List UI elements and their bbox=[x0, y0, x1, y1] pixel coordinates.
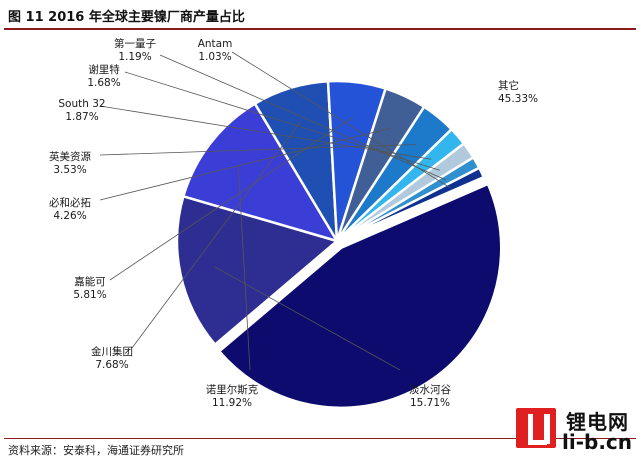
slice-name-label-6: 英美资源 bbox=[49, 150, 91, 163]
leader-line-9 bbox=[159, 54, 446, 181]
watermark-logo: 锂电网 li-b.cn bbox=[512, 404, 636, 456]
source-rule bbox=[4, 438, 636, 439]
slice-value-label-0: 45.33% bbox=[498, 93, 538, 105]
slice-name-label-9: 第一量子 bbox=[114, 37, 156, 50]
slice-name-label-8: 谢里特 bbox=[88, 63, 120, 76]
slice-value-label-6: 3.53% bbox=[53, 164, 86, 176]
watermark-text-top: 锂电网 bbox=[566, 410, 629, 434]
slice-value-label-9: 1.19% bbox=[118, 51, 151, 63]
slice-value-label-10: 1.03% bbox=[198, 51, 231, 63]
slice-value-label-2: 11.92% bbox=[212, 397, 252, 409]
slice-name-label-4: 嘉能可 bbox=[74, 275, 106, 288]
watermark-text-bottom: li-b.cn bbox=[562, 430, 633, 454]
slice-name-label-2: 诺里尔斯克 bbox=[206, 383, 259, 396]
pie-slice-2 bbox=[181, 101, 340, 244]
pie-slices bbox=[175, 79, 503, 409]
slice-name-label-5: 必和必拓 bbox=[49, 196, 91, 209]
slice-name-label-3: 金川集团 bbox=[91, 345, 133, 358]
slice-value-label-7: 1.87% bbox=[65, 111, 98, 123]
slice-name-label-10: Antam bbox=[198, 38, 233, 50]
leader-line-1 bbox=[214, 266, 401, 371]
slice-name-label-1: 淡水河谷 bbox=[409, 384, 451, 396]
leader-line-4 bbox=[109, 116, 353, 281]
source-note: 资料来源：安泰科，海通证券研究所 bbox=[8, 444, 184, 457]
slice-value-label-4: 5.81% bbox=[73, 289, 106, 301]
figure-title: 图 11 2016 年全球主要镍厂商产量占比 bbox=[8, 10, 245, 25]
pie-slice-0 bbox=[217, 182, 503, 409]
leader-line-2 bbox=[237, 164, 251, 371]
leader-line-10 bbox=[231, 51, 450, 188]
slice-name-label-0: 其它 bbox=[498, 79, 519, 92]
watermark-icon bbox=[516, 408, 556, 448]
slice-value-label-3: 7.68% bbox=[95, 359, 128, 371]
leader-line-3 bbox=[131, 121, 301, 349]
title-rule bbox=[4, 28, 636, 30]
slice-value-label-5: 4.26% bbox=[53, 210, 86, 222]
slice-value-label-1: 15.71% bbox=[410, 397, 450, 409]
slice-value-label-8: 1.68% bbox=[87, 77, 120, 89]
leader-line-5 bbox=[99, 127, 391, 201]
leader-lines bbox=[99, 51, 450, 371]
slice-name-label-7: South 32 bbox=[58, 98, 105, 110]
